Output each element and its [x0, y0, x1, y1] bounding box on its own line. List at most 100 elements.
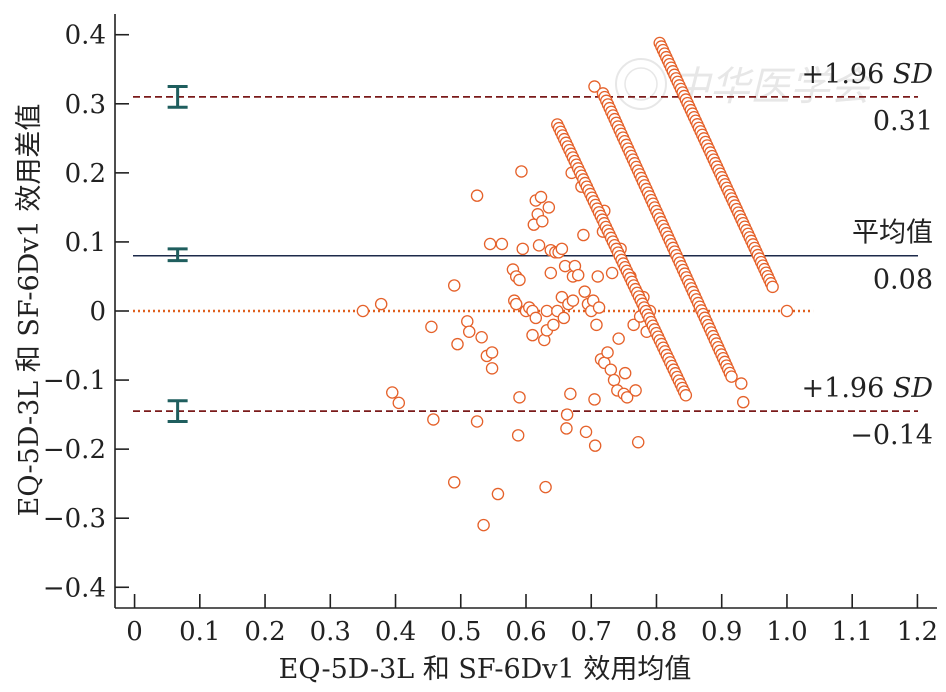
data-point	[511, 429, 525, 442]
watermark-text: 中华医学会	[670, 64, 874, 110]
data-point	[579, 425, 593, 439]
data-point	[631, 435, 645, 449]
data-point	[601, 346, 614, 359]
data-point	[679, 389, 693, 402]
data-point	[386, 386, 399, 399]
reference-lines: +1.96 SD 0.31 平均值 0.08 +1.96 SD −0.14	[133, 59, 933, 451]
reference-value-mean: 0.08	[873, 265, 933, 296]
data-point	[736, 395, 750, 409]
error-bar	[167, 399, 188, 424]
watermark: 中华医学会	[615, 58, 874, 110]
reference-value-lower: −0.14	[850, 420, 933, 451]
y-tick-label: −0.4	[43, 573, 106, 603]
data-point	[427, 413, 440, 426]
y-tick-label: 0.3	[65, 90, 106, 120]
data-point	[547, 318, 560, 332]
x-tick-label: 0	[126, 617, 143, 647]
data-point	[612, 332, 625, 345]
data-point	[544, 266, 558, 280]
data-point	[605, 266, 619, 280]
data-point	[577, 228, 590, 242]
data-point	[495, 237, 509, 251]
data-point	[483, 237, 497, 251]
data-point	[564, 387, 577, 401]
data-point	[425, 320, 438, 334]
x-tick-label: 0.4	[375, 617, 416, 647]
y-axis-title: EQ-5D-3L 和 SF-6Dv1 效用差值	[14, 104, 45, 517]
x-tick-label: 0.1	[179, 617, 220, 647]
data-point	[491, 487, 505, 501]
data-point	[591, 270, 605, 283]
data-point	[566, 294, 580, 307]
x-tick-label: 0.9	[701, 617, 742, 647]
x-tick-label: 0.6	[505, 617, 546, 647]
data-point	[356, 304, 370, 318]
data-point	[539, 480, 552, 494]
data-point	[588, 393, 601, 406]
data-point	[540, 304, 554, 318]
error-bars	[167, 85, 188, 424]
x-tick-label: 0.7	[571, 617, 612, 647]
data-point	[515, 165, 528, 178]
data-point	[462, 325, 476, 338]
data-point	[447, 476, 461, 489]
x-tick-label: 1.2	[897, 617, 938, 647]
data-point	[485, 362, 499, 375]
data-point	[629, 384, 642, 397]
data-point	[578, 285, 591, 298]
data-point	[766, 280, 779, 294]
data-point	[592, 301, 606, 314]
data-point	[532, 239, 546, 252]
data-point	[392, 396, 406, 410]
y-tick-label: −0.3	[43, 504, 106, 534]
reference-value-upper: 0.31	[873, 106, 933, 137]
data-point	[529, 311, 543, 325]
data-point	[470, 415, 484, 428]
data-point	[536, 214, 549, 228]
data-point	[588, 80, 601, 93]
data-points	[356, 36, 794, 532]
reference-label-upper: +1.96 SD	[802, 59, 934, 90]
data-point	[618, 366, 632, 380]
data-point	[534, 190, 548, 204]
data-point	[447, 279, 461, 292]
reference-label-mean: 平均值	[852, 218, 933, 249]
data-point	[735, 377, 748, 390]
reference-label-lower: +1.96 SD	[802, 373, 934, 404]
data-point	[451, 337, 464, 351]
y-tick-label: 0.2	[65, 159, 106, 189]
data-point	[509, 297, 523, 311]
x-tick-label: 1.1	[832, 617, 873, 647]
data-point	[542, 201, 556, 214]
data-point	[485, 346, 499, 359]
data-point	[374, 297, 388, 311]
x-axis-title: EQ-5D-3L 和 SF-6Dv1 效用均值	[279, 654, 692, 685]
data-point	[557, 311, 571, 325]
data-point	[477, 518, 490, 532]
data-point	[461, 315, 474, 328]
data-point	[560, 422, 573, 435]
y-tick-label: 0	[89, 297, 106, 327]
data-point	[516, 242, 529, 256]
x-tick-label: 0.5	[440, 617, 481, 647]
x-tick-label: 0.2	[244, 617, 285, 647]
data-point	[780, 304, 794, 318]
data-point	[590, 318, 603, 332]
axes: 0.4 0.3 0.2 0.1 0 −0.1 −0.2 −0.3 −0.4 0 0.1 0.2 0.3 0…	[43, 14, 938, 647]
data-point	[555, 242, 569, 256]
data-point	[627, 318, 640, 332]
error-bar	[167, 247, 188, 263]
data-point	[475, 330, 488, 344]
data-point	[725, 370, 738, 383]
y-tick-label: −0.2	[43, 435, 106, 465]
data-point	[620, 391, 634, 404]
data-point	[604, 363, 618, 376]
data-point	[470, 189, 484, 202]
data-point	[560, 408, 574, 421]
data-point	[571, 268, 585, 282]
data-point	[513, 391, 526, 404]
data-point	[526, 328, 539, 342]
x-tick-label: 0.3	[310, 617, 351, 647]
x-tick-label: 1.0	[766, 617, 807, 647]
